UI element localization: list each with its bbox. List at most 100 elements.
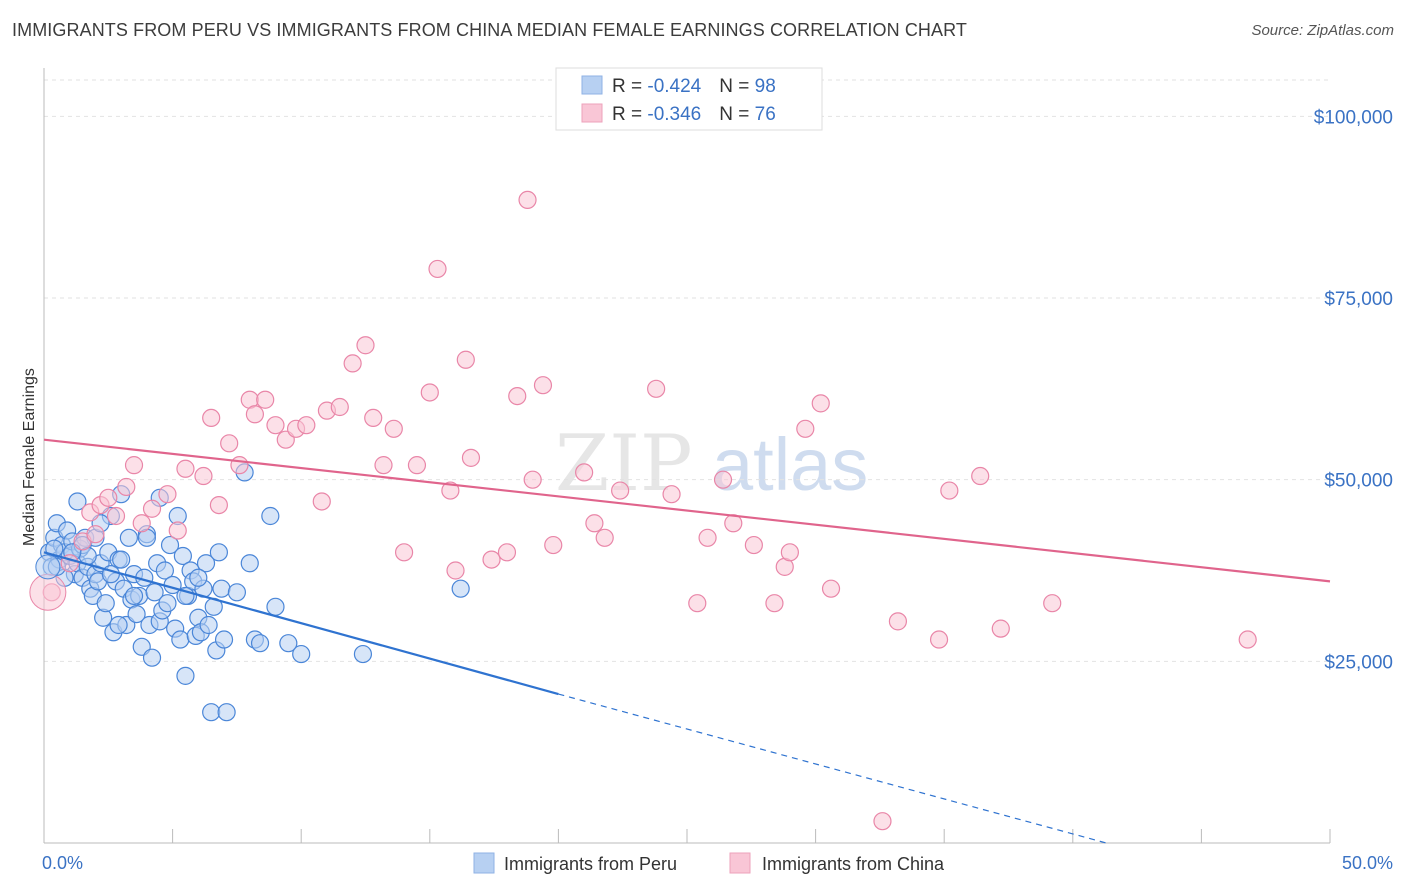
peru-point	[250, 634, 270, 653]
china-point	[124, 456, 144, 475]
legend: R = -0.424 N = 98 R = -0.346 N = 76	[555, 67, 823, 131]
china-point	[780, 543, 799, 562]
china-point	[611, 481, 630, 500]
peru-point	[240, 554, 259, 573]
china-point	[688, 594, 707, 613]
china-point	[394, 543, 414, 562]
china-point	[713, 470, 733, 489]
china-point	[456, 350, 475, 369]
peru-point	[189, 568, 208, 587]
legend-n-value: 98	[755, 76, 776, 97]
china-point	[364, 408, 383, 427]
bottom-legend-swatch-peru	[473, 852, 495, 874]
legend-r-value: -0.346	[647, 104, 701, 125]
peru-trend-extension	[558, 693, 1107, 844]
peru-point	[171, 630, 190, 649]
china-point	[117, 477, 136, 497]
china-point	[176, 459, 195, 478]
china-point	[330, 397, 349, 417]
peru-point	[112, 550, 131, 569]
peru-point	[155, 561, 174, 580]
china-point	[374, 456, 393, 475]
peru-point	[109, 615, 128, 635]
peru-point	[173, 546, 192, 566]
china-point	[585, 514, 604, 533]
china-point	[142, 499, 162, 518]
china-point	[544, 535, 563, 555]
china-point	[796, 419, 815, 438]
china-point	[428, 259, 447, 279]
bottom-legend-label-peru: Immigrants from Peru	[504, 854, 677, 874]
peru-point	[142, 648, 162, 667]
peru-point	[209, 543, 228, 562]
china-point	[647, 379, 666, 398]
legend-row-peru: R = -0.424 N = 98	[612, 76, 776, 97]
china-point	[929, 630, 949, 649]
peru-point	[96, 594, 115, 613]
data-points	[29, 190, 1257, 831]
peru-point	[127, 604, 146, 624]
china-trend-line	[43, 438, 1331, 583]
bottom-legend: Immigrants from Peru Immigrants from Chi…	[473, 852, 945, 874]
china-point-large	[29, 573, 67, 611]
peru-point	[158, 594, 177, 613]
china-point	[1043, 594, 1062, 613]
china-point	[420, 383, 439, 402]
bottom-legend-label-china: Immigrants from China	[762, 854, 945, 874]
china-point	[744, 535, 763, 555]
legend-swatch-peru	[581, 75, 603, 95]
china-point	[698, 528, 717, 547]
china-point	[407, 456, 427, 475]
legend-r-value: -0.424	[647, 76, 701, 97]
y-tick-label: $75,000	[1324, 289, 1393, 310]
peru-point	[266, 597, 285, 616]
peru-point	[176, 666, 195, 685]
legend-r-label: R =	[612, 104, 647, 125]
china-point	[99, 488, 118, 507]
peru-point	[217, 703, 236, 722]
china-point	[533, 376, 553, 395]
y-tick-label: $25,000	[1324, 652, 1393, 673]
china-point	[821, 579, 841, 598]
gridlines	[44, 79, 1330, 662]
china-point	[384, 419, 403, 438]
watermark-atlas: atlas	[712, 423, 868, 506]
china-point	[662, 485, 681, 504]
china-point	[888, 612, 908, 631]
china-point	[991, 619, 1010, 638]
x-tick-labels: 0.0% 50.0%	[42, 853, 1393, 873]
china-point	[873, 812, 892, 831]
peru-point	[353, 644, 373, 664]
peru-point	[119, 528, 138, 547]
peru-point-large	[35, 554, 61, 580]
x-tick-label-min: 0.0%	[42, 853, 83, 873]
y-tick-label: $50,000	[1324, 471, 1393, 492]
peru-point	[227, 583, 246, 602]
y-tick-label: $100,000	[1314, 107, 1393, 128]
china-point	[523, 470, 542, 489]
china-point	[220, 434, 239, 453]
peru-point	[214, 630, 234, 649]
china-point	[446, 561, 465, 580]
legend-n-label: N =	[719, 104, 754, 125]
china-point	[575, 463, 594, 482]
china-point	[461, 448, 481, 467]
china-point	[441, 481, 460, 500]
china-point	[266, 416, 285, 435]
peru-point	[279, 634, 298, 653]
peru-point	[292, 644, 311, 664]
peru-point	[124, 586, 144, 606]
china-point	[202, 408, 221, 427]
china-point	[168, 521, 187, 540]
peru-point	[68, 492, 87, 511]
china-point	[940, 481, 959, 500]
legend-n-value: 76	[755, 104, 776, 125]
chart-title: IMMIGRANTS FROM PERU VS IMMIGRANTS FROM …	[12, 20, 968, 40]
china-point	[230, 456, 249, 475]
chart-source: Source: ZipAtlas.com	[1251, 22, 1394, 39]
china-point	[1238, 630, 1257, 649]
legend-n-label: N =	[719, 76, 754, 97]
peru-point	[261, 506, 280, 526]
china-point	[482, 550, 501, 569]
